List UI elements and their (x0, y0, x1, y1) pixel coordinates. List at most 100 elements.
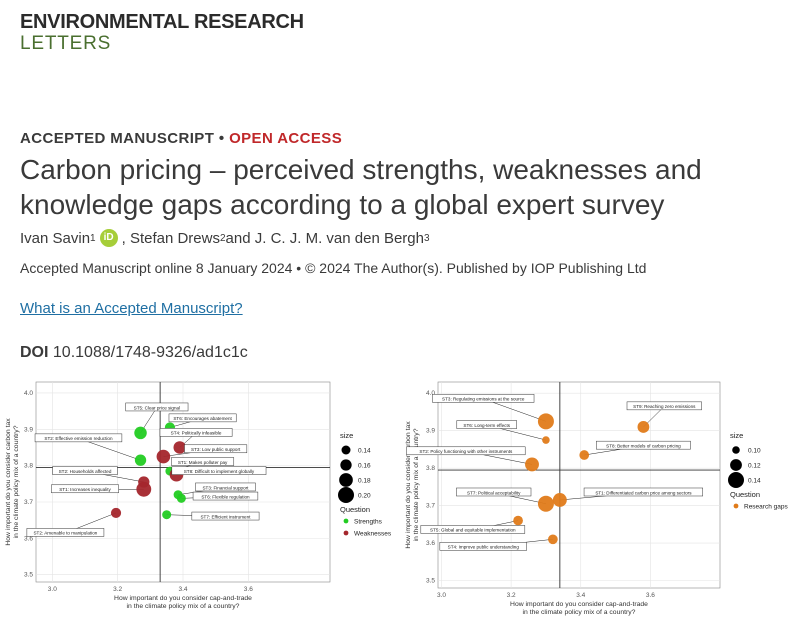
author-list: Ivan Savin 1 iD , Stefan Drews 2 and J. C.… (20, 229, 430, 247)
point-label-box (626, 401, 702, 411)
point-label: ST1: Increases inequality (59, 487, 111, 492)
doi-label: DOI (20, 344, 49, 361)
journal-name-line1: ENVIRONMENTAL RESEARCH (20, 11, 304, 33)
x-tick-label: 3.6 (244, 586, 253, 593)
author-name[interactable]: Ivan Savin (20, 229, 91, 247)
legend-size-title: size (340, 431, 353, 440)
y-tick-label: 3.8 (24, 463, 33, 470)
what-is-accepted-manuscript-link[interactable]: What is an Accepted Manuscript? (20, 300, 243, 317)
x-tick-label: 3.6 (646, 592, 655, 599)
x-tick-label: 3.2 (113, 586, 122, 593)
point-label-box (171, 466, 267, 475)
point-label-box (34, 433, 123, 443)
data-point (552, 493, 567, 507)
legend-question-swatch (343, 530, 349, 536)
accepted-online-line: Accepted Manuscript online 8 January 202… (20, 260, 647, 276)
point-label: ST8: Difficult to implement globally (184, 469, 255, 474)
legend-question-label: Research gaps (744, 504, 788, 511)
x-tick-label: 3.0 (48, 586, 57, 593)
point-label-box (51, 484, 119, 494)
point-label: ST3: Regulating emissions at the source (442, 397, 525, 402)
point-label: ST1: Makes polluter pay (178, 460, 228, 465)
point-label: ST3: Financial support (202, 485, 249, 490)
point-label-box (26, 528, 105, 537)
data-point (542, 436, 550, 444)
data-point (579, 450, 590, 460)
legend-question-title: Question (340, 505, 370, 514)
legend-question-swatch (733, 503, 739, 509)
legend-size-swatch (339, 473, 353, 487)
y-axis-title-line1: How important do you consider carbon tax (405, 421, 412, 549)
affiliation-marker: 1 (90, 232, 96, 244)
legend-size-swatch (340, 459, 352, 471)
y-tick-label: 3.8 (426, 465, 435, 472)
x-tick-label: 3.2 (507, 592, 516, 599)
data-point (513, 515, 523, 526)
x-axis-title-line2: in the climate policy mix of a country? (523, 609, 636, 616)
data-point (136, 481, 152, 497)
affiliation-marker: 3 (423, 232, 430, 244)
x-axis-title-line1: How important do you consider cap-and-tr… (114, 595, 252, 602)
point-label: ST9: Reaching zero emissions (633, 404, 696, 409)
point-label: ST6: Flexible regulation (201, 494, 250, 499)
legend-question-title: Question (730, 490, 760, 499)
data-point (537, 495, 554, 512)
data-point (537, 413, 554, 430)
point-label: ST5: Global and equitable implementation (430, 528, 516, 533)
point-label-box (420, 525, 526, 534)
point-label: ST8: Better models of carbon pricing (606, 443, 681, 448)
point-label-box (168, 413, 237, 423)
point-label-box (52, 466, 118, 475)
x-axis-title-line2: in the climate policy mix of a country? (127, 603, 240, 610)
point-label-box (432, 394, 535, 403)
y-tick-label: 3.9 (24, 426, 33, 433)
data-point (173, 441, 186, 454)
point-label: ST2: Amenable to manipulation (33, 531, 97, 536)
data-point (548, 534, 558, 545)
x-tick-label: 3.4 (576, 592, 585, 599)
y-tick-label: 3.5 (426, 578, 435, 585)
point-label-box (583, 487, 704, 497)
x-tick-label: 3.4 (178, 586, 187, 593)
point-label-box (596, 440, 691, 450)
y-axis-title-line1: How important do you consider carbon tax (5, 418, 12, 546)
author-name[interactable]: and J. C. J. M. van den Bergh (225, 229, 424, 247)
y-axis-title-line2: in the climate policy mix of a country? (413, 428, 420, 541)
data-point (110, 507, 122, 518)
author-name[interactable]: , Stefan Drews (121, 229, 220, 247)
x-tick-label: 3.0 (437, 592, 446, 599)
legend-size-label: 0.10 (748, 448, 761, 455)
legend-size-label: 0.12 (748, 463, 761, 470)
legend-size-label: 0.20 (358, 493, 371, 500)
y-tick-label: 3.9 (426, 428, 435, 435)
y-tick-label: 3.7 (426, 503, 435, 510)
doi-value[interactable]: 10.1088/1748-9326/ad1c1c (52, 344, 248, 361)
legend-question-swatch (343, 518, 349, 524)
legend-size-swatch (338, 487, 354, 503)
data-point (156, 449, 171, 464)
data-point (134, 454, 147, 466)
point-label-box (439, 542, 527, 551)
point-label: ST3: Low public support (191, 447, 241, 452)
legend-size-swatch (730, 459, 742, 471)
point-label-box (171, 457, 235, 466)
legend-size-title: size (730, 431, 743, 440)
journal-name-line2: LETTERS (20, 33, 112, 54)
legend-size-swatch (732, 446, 740, 454)
accepted-manuscript-label: ACCEPTED MANUSCRIPT (20, 130, 215, 147)
y-tick-label: 3.7 (24, 499, 33, 506)
point-label-box (456, 420, 517, 429)
strengths-weaknesses-chart: 3.0 3.2 3.4 3.6 3.5 3.6 3.7 3.8 3.9 4.0 How import… (5, 381, 392, 610)
legend-size-label: 0.16 (358, 463, 371, 470)
point-label: ST6: Encourages abatement (173, 416, 232, 421)
y-tick-label: 4.0 (24, 390, 33, 397)
data-point (525, 457, 539, 472)
affiliation-marker: 2 (219, 232, 226, 244)
kicker-separator: • (214, 130, 230, 147)
legend-question-label: Weaknesses (354, 531, 392, 538)
point-label: ST7: Efficient instrument (200, 514, 251, 519)
data-point (134, 426, 147, 440)
manuscript-status: ACCEPTED MANUSCRIPT • OPEN ACCESS (20, 130, 342, 147)
plot-panel (437, 381, 721, 589)
orcid-icon[interactable]: iD (99, 229, 118, 247)
